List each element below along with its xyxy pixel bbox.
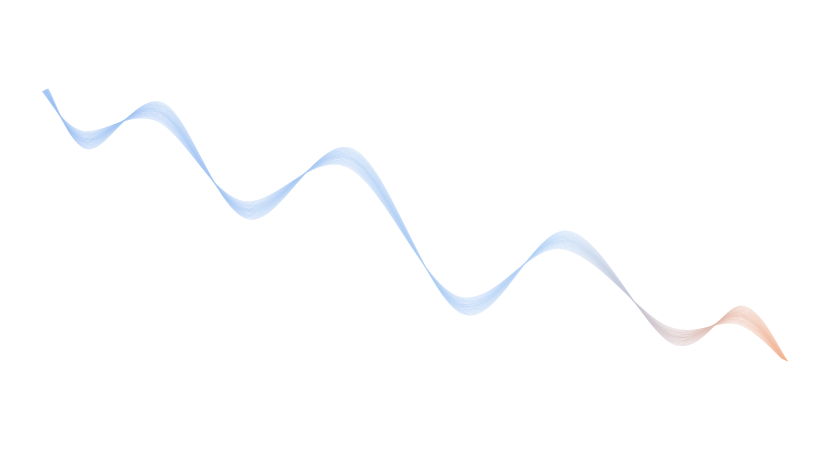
- wave-line: [43, 90, 785, 360]
- wave-line: [47, 88, 789, 362]
- wave-line: [46, 88, 788, 362]
- wave-line: [43, 90, 784, 360]
- wave-line-group: [41, 88, 789, 362]
- wave-line: [44, 90, 785, 360]
- wave-line: [46, 88, 788, 362]
- wave-line: [45, 89, 786, 361]
- wave-line: [46, 89, 787, 361]
- wave-line: [42, 90, 784, 360]
- wave-line: [44, 89, 786, 361]
- wave-line: [47, 88, 788, 362]
- wave-line: [43, 90, 784, 360]
- wave-line: [46, 89, 787, 361]
- wave-line: [45, 89, 786, 361]
- wave-line: [41, 91, 783, 359]
- wave-line: [47, 88, 788, 362]
- wave-line: [45, 89, 787, 361]
- wave-line: [44, 90, 785, 361]
- wave-line: [44, 89, 786, 361]
- wave-line: [42, 91, 783, 359]
- wave-line: [42, 91, 783, 360]
- wave-line: [42, 90, 784, 360]
